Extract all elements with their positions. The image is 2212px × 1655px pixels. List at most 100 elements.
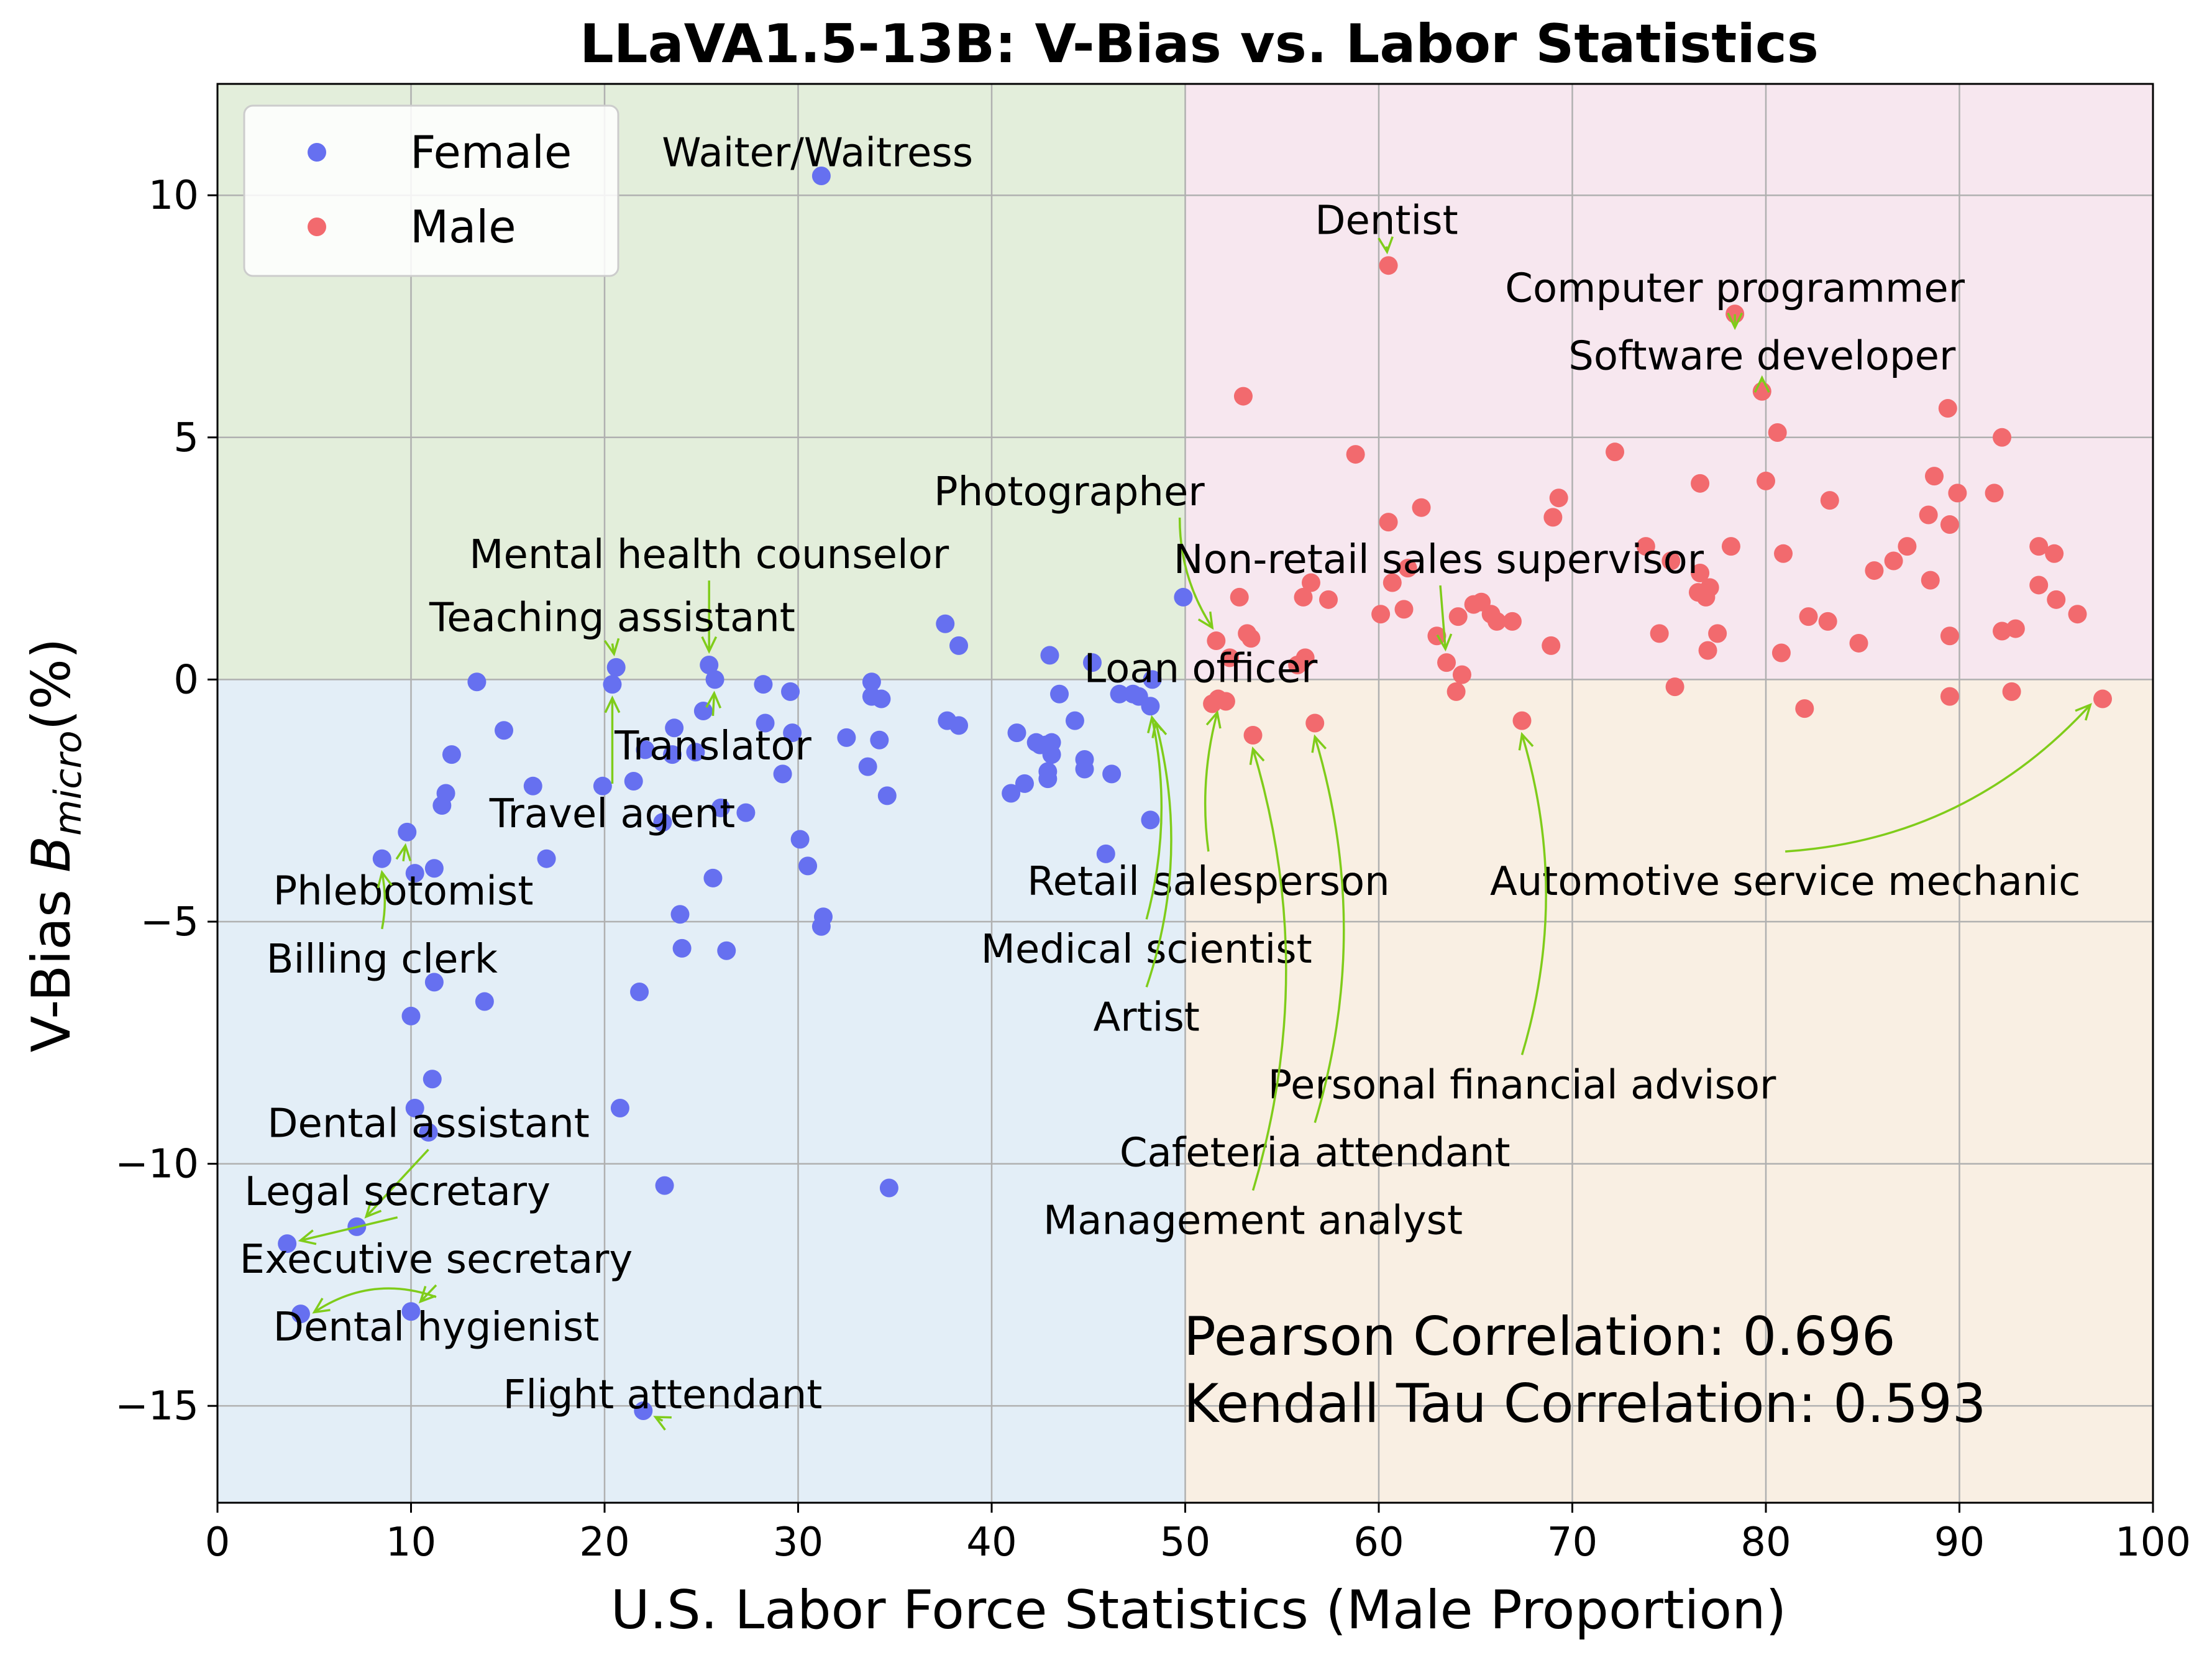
female-point	[790, 830, 810, 849]
annotation-arrowhead	[705, 690, 722, 709]
male-point	[1985, 484, 2004, 503]
annotation-arrow	[1145, 717, 1163, 920]
chart-title: LLaVA1.5-13B: V-Bias vs. Labor Statistic…	[580, 13, 1819, 75]
y-tick-label: −10	[115, 1142, 199, 1188]
female-point	[872, 689, 891, 708]
male-point	[1207, 631, 1226, 651]
y-axis-label-suffix: (%)	[21, 638, 83, 731]
female-point	[606, 658, 626, 677]
male-point	[1661, 551, 1681, 571]
male-point	[1305, 713, 1325, 733]
annotation-arrowhead	[653, 1416, 672, 1431]
female-point	[949, 636, 969, 655]
female-point	[653, 813, 672, 832]
annotation-arrowhead	[1197, 611, 1214, 630]
male-point	[1691, 563, 1710, 582]
annotation-arrow	[365, 1148, 429, 1217]
female-point	[405, 864, 424, 883]
male-point	[1452, 665, 1471, 684]
female-point	[870, 730, 889, 750]
female-point	[401, 1006, 421, 1025]
female-point	[837, 728, 856, 747]
annotation-label: Retail salesperson	[1027, 859, 1390, 905]
male-point	[1446, 682, 1466, 701]
female-point	[665, 718, 684, 738]
female-point	[1050, 684, 1069, 704]
female-point	[798, 856, 818, 876]
male-point	[1691, 474, 1710, 493]
annotation-arrow	[1145, 722, 1172, 988]
female-point	[624, 772, 643, 791]
female-point	[495, 721, 514, 740]
annotation-label: Dentist	[1315, 198, 1458, 244]
male-point	[1721, 537, 1740, 556]
annotation-arrowhead	[1518, 731, 1534, 751]
x-tick-label: 80	[1740, 1520, 1791, 1566]
male-point	[1542, 636, 1561, 655]
male-point	[1398, 559, 1417, 578]
female-point	[419, 1122, 438, 1142]
annotation-label: Medical scientist	[981, 927, 1312, 973]
legend-box	[243, 104, 619, 277]
male-point	[1216, 692, 1235, 711]
y-axis-label-subscript: micro	[47, 730, 90, 835]
annotation-arrow	[300, 1216, 398, 1242]
female-point	[1082, 653, 1102, 672]
male-point	[1379, 256, 1398, 275]
female-point	[1141, 697, 1160, 716]
female-point	[475, 992, 494, 1011]
female-point	[1042, 745, 1061, 764]
plot-frame	[216, 83, 2154, 1504]
female-point	[630, 982, 649, 1001]
annotation-arrowhead	[395, 843, 412, 861]
annotation-label: Loan officer	[1084, 646, 1318, 692]
male-point	[1818, 612, 1837, 631]
female-point	[879, 1178, 898, 1198]
annotation-arrow	[1178, 517, 1213, 628]
male-point	[2045, 544, 2064, 563]
annotation-label: Management analyst	[1043, 1198, 1463, 1244]
female-point	[949, 716, 969, 735]
male-point	[1379, 513, 1398, 532]
x-tick-label: 100	[2115, 1520, 2191, 1566]
male-point	[1919, 505, 1938, 525]
x-tick-label: 40	[966, 1520, 1017, 1566]
male-point	[1488, 612, 1507, 631]
y-axis-label: V-Bias Bmicro(%)	[21, 638, 90, 1053]
annotation-label: Legal secretary	[244, 1169, 551, 1215]
annotation-arrowhead	[1378, 236, 1394, 255]
legend: Female Male	[243, 104, 619, 277]
annotation-arrowhead	[604, 695, 621, 713]
female-point	[432, 795, 452, 815]
male-point	[1437, 653, 1456, 672]
annotation-label: Personal financial advisor	[1268, 1062, 1776, 1108]
female-point	[537, 849, 556, 868]
annotation-arrowhead	[2075, 703, 2092, 721]
legend-marker-female	[308, 143, 326, 162]
female-point	[1110, 684, 1129, 704]
male-point	[2047, 590, 2066, 609]
male-point	[1243, 725, 1263, 745]
female-point	[862, 672, 881, 692]
male-point	[1512, 711, 1532, 730]
female-point	[1007, 723, 1026, 743]
annotation-arrowhead	[1205, 710, 1222, 729]
quadrant-bottom-right	[1185, 679, 2153, 1503]
annotation-arrow	[381, 872, 386, 930]
female-point	[655, 1176, 674, 1195]
male-point	[1865, 561, 1884, 580]
annotation-arrow	[1520, 734, 1547, 1055]
female-point	[663, 745, 682, 764]
female-point	[936, 614, 955, 633]
female-point	[811, 917, 831, 936]
y-tick-label: 5	[173, 415, 199, 461]
annotation-arrow	[313, 1287, 437, 1313]
male-point	[1849, 633, 1868, 653]
male-point	[2029, 537, 2049, 556]
y-tick-label: −15	[115, 1383, 199, 1429]
female-point	[1174, 587, 1193, 607]
male-point	[1502, 612, 1522, 631]
annotation-arrow	[1314, 736, 1345, 1123]
female-point	[672, 938, 692, 958]
